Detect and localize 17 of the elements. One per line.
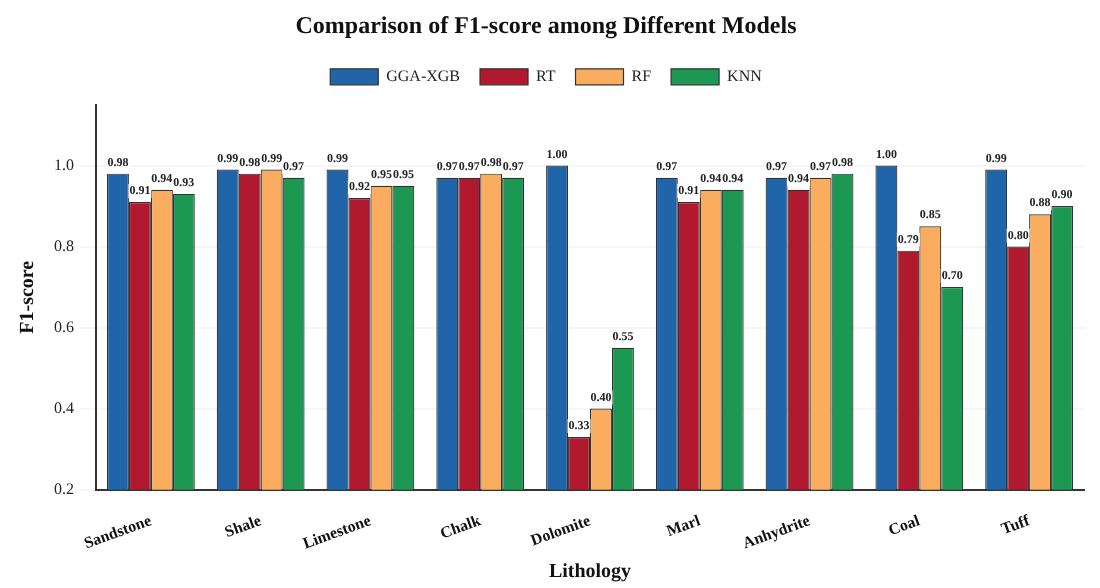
chart-title: Comparison of F1-score among Different Models xyxy=(295,10,798,39)
x-tick-label: Marl xyxy=(663,510,705,541)
legend-label: GGA-XGB xyxy=(386,66,461,85)
legend-label: RF xyxy=(631,66,653,85)
y-tick-label: 0.8 xyxy=(54,236,74,255)
y-tick-label: 0.6 xyxy=(54,317,74,336)
legend-label: RT xyxy=(536,66,556,85)
y-tick-label: 0.2 xyxy=(54,479,74,498)
x-tick-label: Shale xyxy=(222,511,265,542)
x-tick-label: Tuff xyxy=(998,511,1033,539)
x-axis-title: Lithology xyxy=(548,561,632,584)
legend-label: KNN xyxy=(727,66,763,85)
y-axis-title: F1-score xyxy=(17,259,40,334)
y-tick-label: 1.0 xyxy=(54,155,74,174)
x-tick-label: Chalk xyxy=(437,511,485,543)
y-tick-label: 0.4 xyxy=(54,398,74,417)
x-tick-label: Coal xyxy=(885,510,924,540)
